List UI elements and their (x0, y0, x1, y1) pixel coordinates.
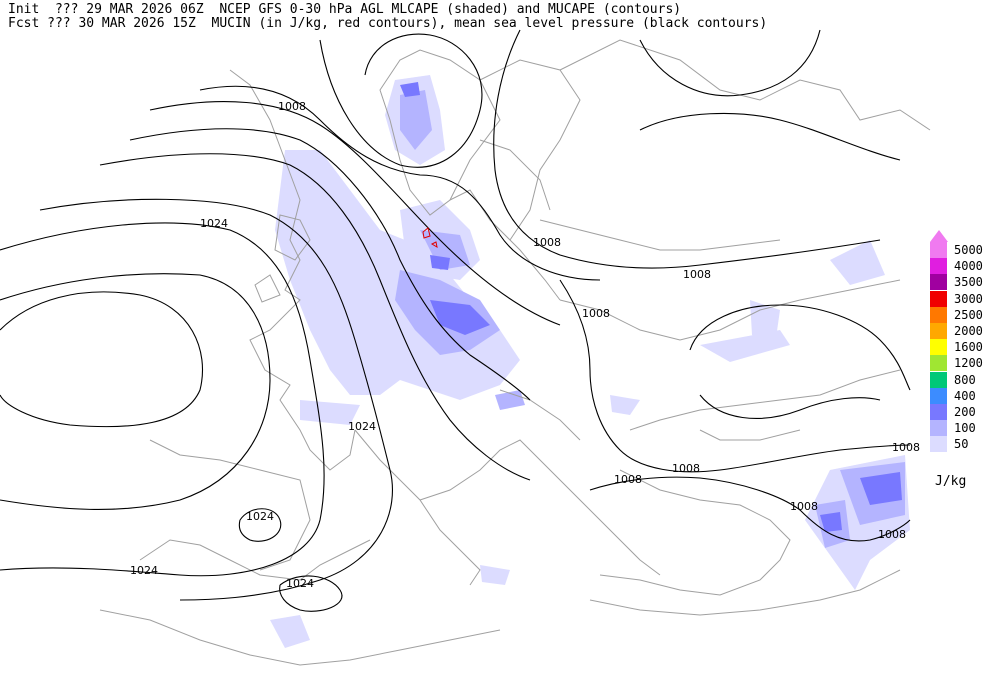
isobar-label: 1008 (278, 100, 306, 113)
legend-swatch (930, 290, 947, 307)
legend-label: 1600 (954, 340, 983, 355)
mucin-contours (422, 227, 438, 249)
isobar-label: 1024 (200, 217, 228, 230)
legend-label: 200 (954, 405, 976, 419)
legend-swatch (930, 323, 947, 339)
legend-swatch (930, 274, 947, 291)
legend-swatch (930, 339, 947, 356)
legend-label: 800 (954, 372, 976, 387)
isobar-label: 1024 (348, 420, 376, 433)
legend-label: 100 (954, 421, 976, 436)
isobar-label: 1024 (286, 577, 314, 590)
isobar-label: 1024 (130, 564, 158, 577)
legend-label: 1200 (954, 356, 983, 371)
isobar-label: 1008 (533, 236, 561, 249)
isobar-labels: 1008 1024 1008 1008 1008 1024 1024 1024 … (130, 100, 920, 590)
legend-swatch (930, 436, 947, 453)
isobar-label: 1008 (892, 441, 920, 454)
legend-item: 1200 (930, 355, 1000, 372)
legend-arrow (930, 230, 948, 242)
legend-swatch (930, 306, 947, 323)
legend-label: 400 (954, 388, 976, 403)
isobar-label: 1024 (246, 510, 274, 523)
legend-swatch (930, 242, 947, 258)
legend-item: 3000 (930, 290, 1000, 307)
legend-swatch (930, 420, 947, 437)
legend-item: 50 (930, 436, 1000, 453)
legend-label: 50 (954, 437, 969, 452)
isobar-label: 1008 (878, 528, 906, 541)
legend-label: 3000 (954, 291, 983, 306)
legend-item: 1600 (930, 339, 1000, 356)
isobars (0, 29, 911, 612)
legend-item: 800 (930, 371, 1000, 388)
legend-label: 5000 (954, 243, 983, 257)
isobar-label: 1008 (614, 473, 642, 486)
legend-swatch (930, 387, 947, 404)
isobar-label: 1008 (683, 268, 711, 281)
legend-item: 2000 (930, 323, 1000, 339)
legend-swatch (930, 258, 947, 275)
legend-swatch (930, 404, 947, 420)
isobar-label: 1008 (582, 307, 610, 320)
legend-item: 400 (930, 387, 1000, 404)
legend-item: 5000 (930, 242, 1000, 258)
header-line-2: Fcst ??? 30 MAR 2026 15Z MUCIN (in J/kg,… (8, 16, 768, 31)
cape-shading-high (400, 82, 902, 532)
legend-unit: J/kg (935, 474, 967, 489)
legend-item: 100 (930, 420, 1000, 437)
legend-label: 4000 (954, 259, 983, 274)
legend-swatch (930, 371, 947, 388)
legend-label: 3500 (954, 275, 983, 290)
legend-item: 4000 (930, 258, 1000, 275)
legend-item: 2500 (930, 306, 1000, 323)
legend-label: 2000 (954, 324, 983, 338)
isobar-label: 1008 (790, 500, 818, 513)
isobar-label: 1008 (672, 462, 700, 475)
legend-label: 2500 (954, 307, 983, 322)
legend-swatch (930, 355, 947, 372)
legend-item: 3500 (930, 274, 1000, 291)
header-line-1: Init ??? 29 MAR 2026 06Z NCEP GFS 0-30 h… (8, 2, 682, 17)
legend-item: 200 (930, 404, 1000, 420)
